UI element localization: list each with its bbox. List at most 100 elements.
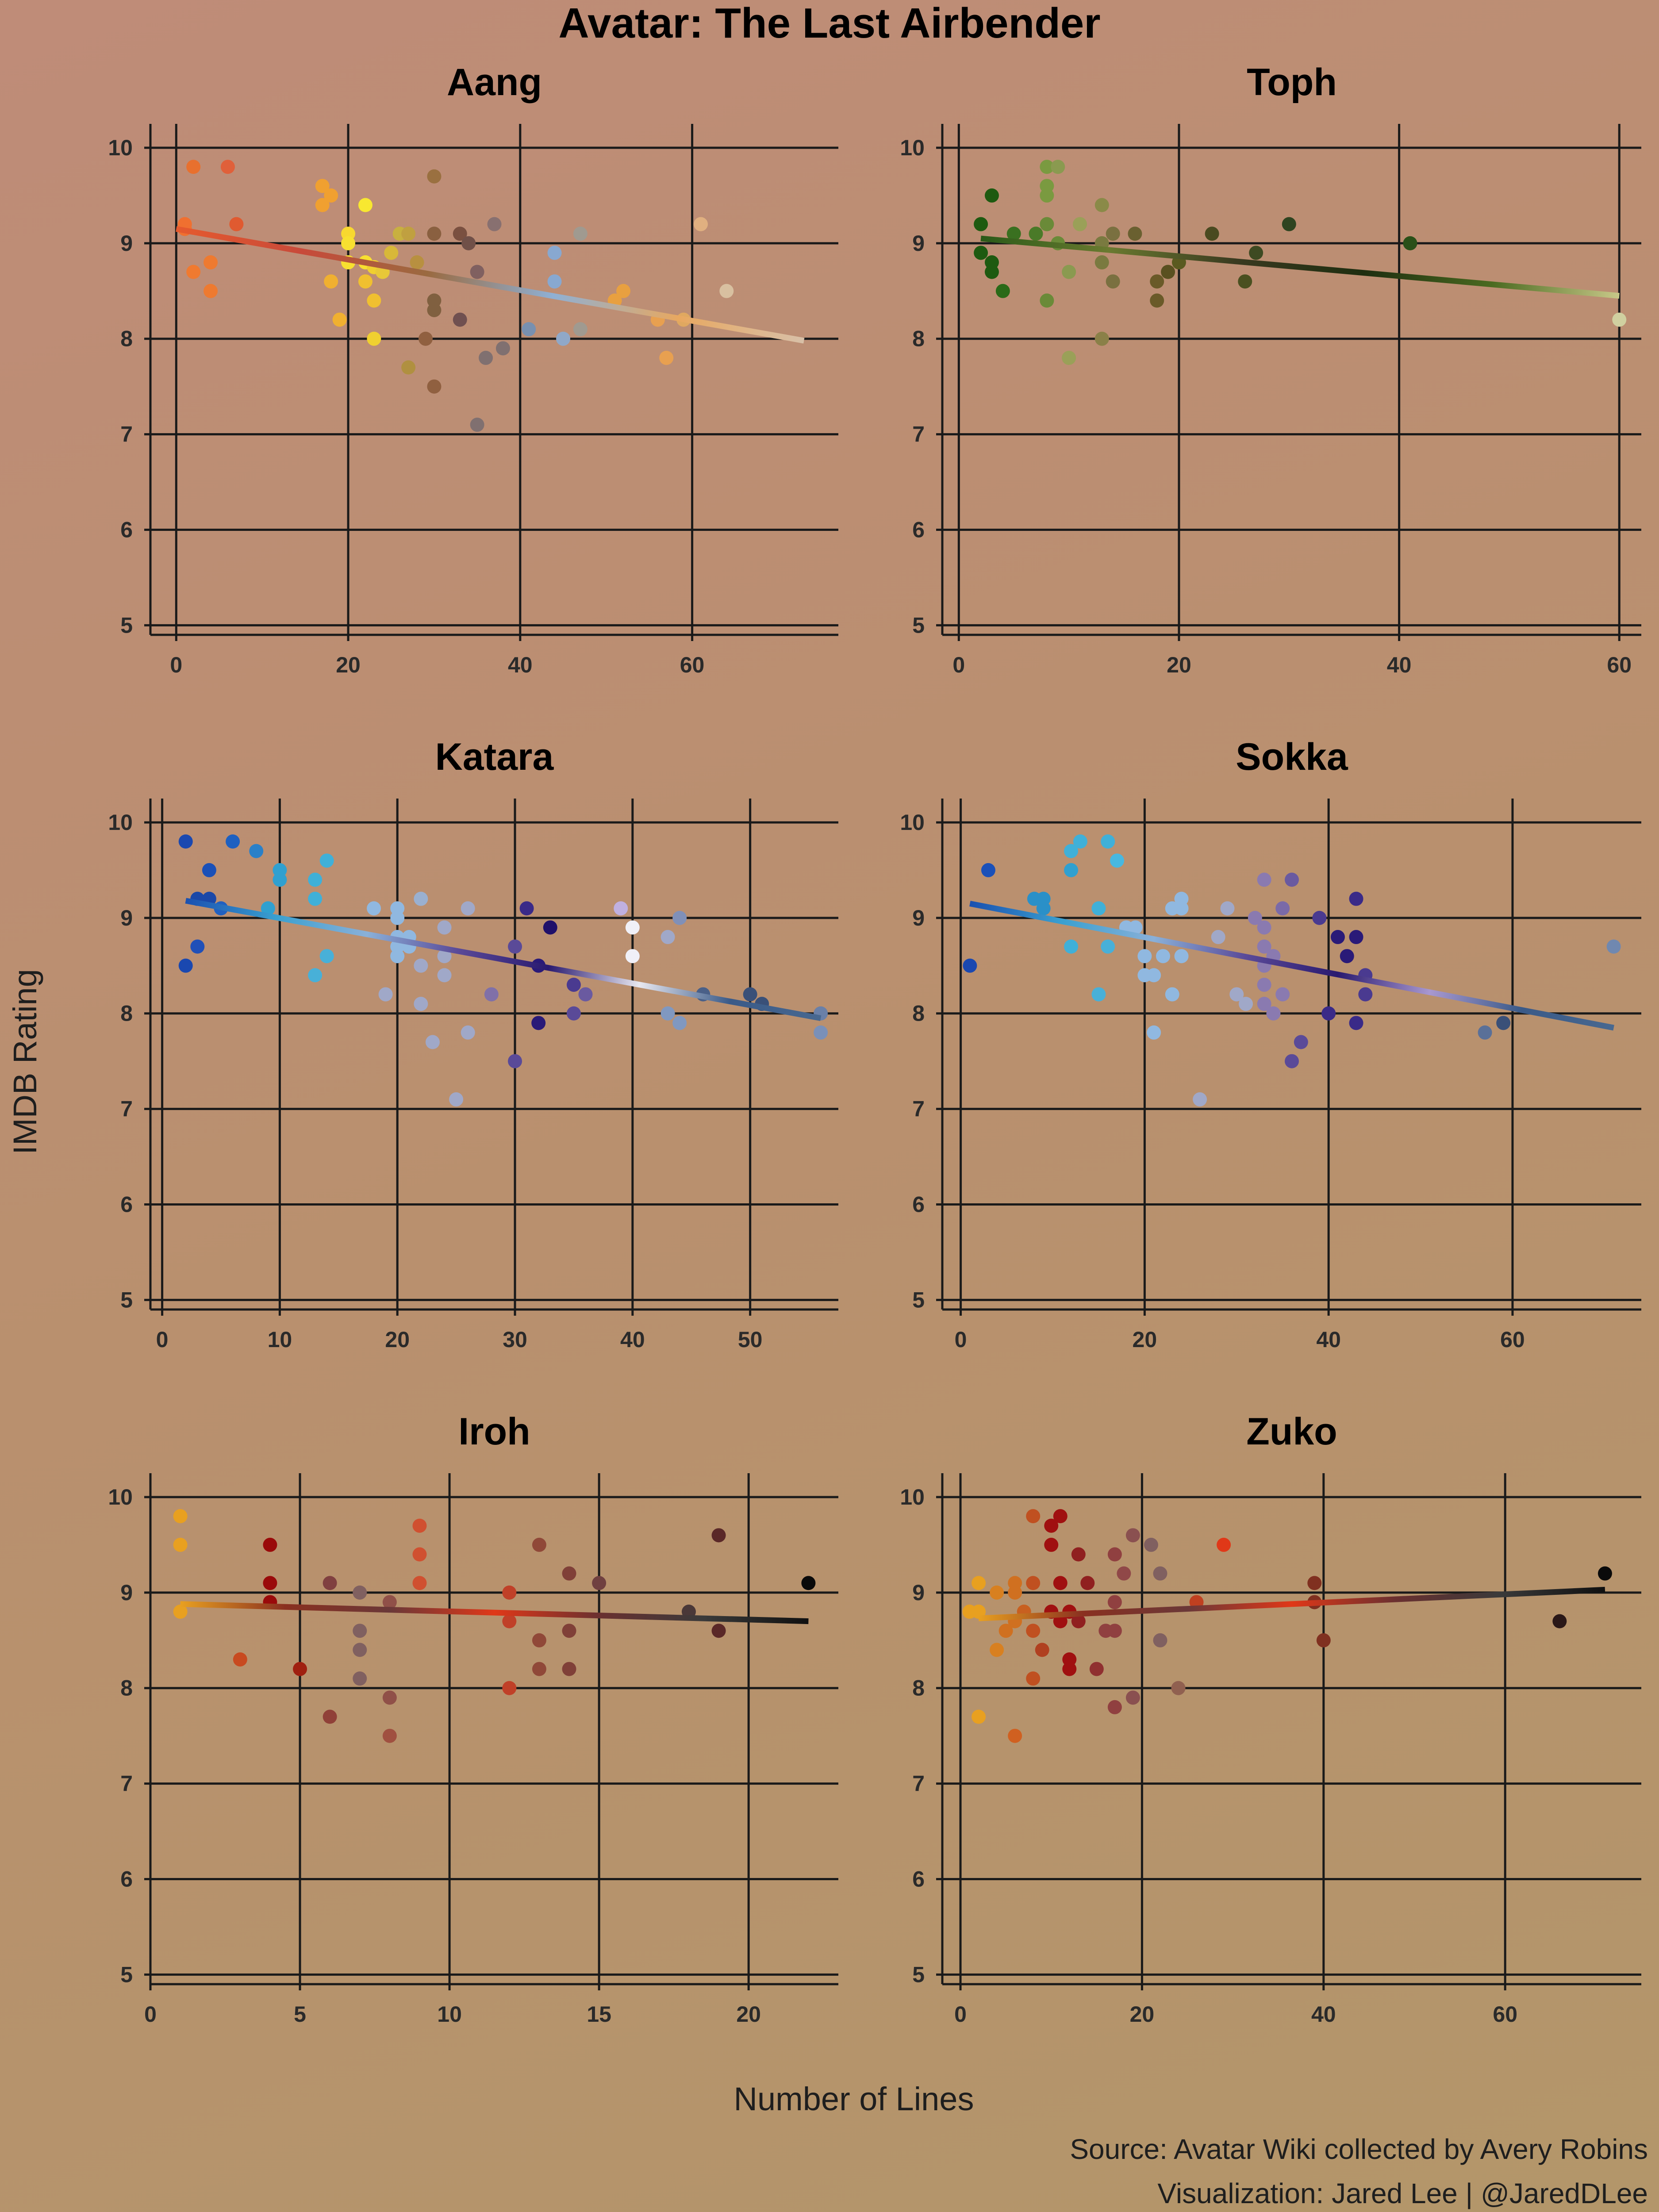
data-point — [1026, 1671, 1041, 1686]
y-tick-label: 6 — [912, 1867, 925, 1892]
data-point — [508, 1054, 522, 1068]
data-point — [1150, 293, 1164, 308]
data-point — [1275, 901, 1290, 916]
y-tick-label: 9 — [912, 906, 925, 930]
data-point — [998, 1624, 1013, 1638]
data-point — [1349, 930, 1363, 945]
data-point — [543, 920, 557, 935]
data-point — [562, 1624, 576, 1638]
x-tick-label: 20 — [736, 2002, 761, 2027]
data-point — [1008, 1585, 1022, 1600]
data-point — [308, 872, 323, 887]
caption-credit: Visualization: Jared Lee | @JaredDLee — [1157, 2177, 1648, 2209]
data-point — [502, 1585, 517, 1600]
data-point — [990, 1585, 1004, 1600]
data-point — [178, 834, 193, 849]
data-point — [1150, 274, 1164, 289]
data-point — [502, 1681, 517, 1695]
data-point — [1257, 872, 1271, 887]
y-tick-label: 8 — [120, 1676, 133, 1701]
data-point — [353, 1624, 367, 1638]
trend-line-zuko — [978, 1586, 1605, 1621]
data-point — [556, 331, 570, 346]
data-point — [1239, 997, 1253, 1011]
data-point — [1071, 1614, 1086, 1628]
x-tick-label: 0 — [156, 1327, 169, 1352]
data-point — [532, 1633, 546, 1647]
data-point — [522, 322, 536, 337]
data-point — [233, 1652, 247, 1667]
data-point — [378, 987, 393, 1002]
data-point — [190, 939, 205, 954]
data-point — [1403, 236, 1417, 250]
x-tick-label: 60 — [1607, 653, 1632, 677]
data-point — [1094, 198, 1109, 212]
panel-toph: Toph 5 6 7 8 9 10 0 20 40 60 — [900, 61, 1641, 677]
data-point — [1040, 188, 1054, 203]
data-point — [1044, 1537, 1059, 1552]
trend-line-katara — [185, 898, 822, 1021]
data-point — [532, 1662, 546, 1676]
data-point — [427, 303, 442, 317]
data-point — [1008, 1728, 1022, 1743]
data-point — [319, 853, 334, 868]
data-point — [1053, 1576, 1068, 1590]
data-point — [249, 844, 264, 858]
y-tick-label: 8 — [120, 1001, 133, 1026]
data-point — [508, 939, 522, 954]
data-point — [1117, 1566, 1131, 1581]
x-tick-label: 0 — [170, 653, 182, 677]
data-point — [1266, 1006, 1281, 1021]
data-point — [358, 198, 373, 212]
data-point — [1307, 1576, 1322, 1590]
data-point — [1294, 1035, 1308, 1049]
data-point — [1349, 1016, 1363, 1030]
data-point — [1035, 1643, 1049, 1657]
data-point — [1147, 1025, 1161, 1040]
y-tick-label: 5 — [120, 1287, 133, 1312]
x-tick-label: 60 — [680, 653, 705, 677]
y-tick-label: 7 — [912, 1097, 925, 1121]
x-tick-label: 20 — [385, 1327, 410, 1352]
data-point — [470, 418, 484, 432]
data-point — [974, 246, 988, 260]
y-tick-label: 10 — [108, 810, 133, 835]
data-point — [427, 169, 442, 184]
panel-title-iroh: Iroh — [458, 1410, 530, 1453]
data-point — [487, 217, 502, 231]
data-point — [495, 341, 510, 356]
data-point — [173, 1537, 188, 1552]
data-point — [1211, 930, 1225, 945]
data-point — [625, 920, 640, 935]
y-tick-label: 10 — [108, 135, 133, 160]
data-point — [412, 1547, 427, 1562]
data-point — [367, 331, 381, 346]
y-tick-label: 9 — [912, 1580, 925, 1605]
data-point — [981, 863, 995, 877]
data-point — [711, 1528, 726, 1543]
data-point — [427, 379, 442, 394]
x-tick-label: 40 — [1387, 653, 1412, 677]
data-point — [1257, 977, 1271, 992]
data-point — [479, 350, 493, 365]
x-tick-label: 40 — [1316, 1327, 1341, 1352]
data-point — [1089, 1662, 1104, 1676]
data-point — [1257, 997, 1271, 1011]
y-tick-label: 7 — [912, 1771, 925, 1796]
data-point — [1101, 834, 1115, 849]
data-point — [1285, 1054, 1299, 1068]
data-point — [401, 360, 416, 375]
data-point — [972, 1576, 986, 1590]
data-point — [367, 293, 381, 308]
x-tick-label: 40 — [1311, 2002, 1336, 2027]
data-point — [1062, 1662, 1077, 1676]
data-point — [293, 1662, 307, 1676]
panel-zuko: Zuko 5 6 7 8 9 10 0 20 40 60 — [900, 1410, 1641, 2027]
panel-title-aang: Aang — [447, 61, 542, 104]
data-point — [1101, 939, 1115, 954]
x-tick-label: 40 — [508, 653, 533, 677]
data-point — [414, 958, 428, 973]
data-point — [502, 1614, 517, 1628]
data-point — [1053, 1614, 1068, 1628]
